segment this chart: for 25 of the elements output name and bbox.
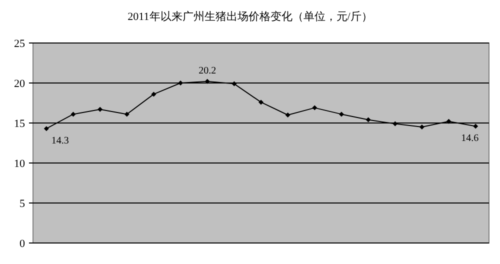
point [338,112,344,117]
point [446,118,452,124]
point [151,92,156,97]
y-tick-label: 15 [14,118,26,130]
y-tick-label: 20 [14,78,26,90]
point [70,112,76,117]
y-tick-label: 25 [14,38,26,50]
point [44,126,49,132]
data-label: 14.3 [51,136,69,147]
point [285,112,290,118]
y-tick-label: 5 [20,198,26,210]
y-tick-label: 0 [20,238,26,250]
point [98,106,103,112]
y-tick-label: 10 [14,158,26,170]
point [473,124,478,129]
point [312,105,318,110]
data-label: 20.2 [198,65,216,76]
point [232,81,237,86]
point [204,78,210,84]
point [258,100,264,105]
data-label: 14.6 [461,133,479,144]
point [366,117,371,122]
chart-title: 2011年以来广州生猪出场价格变化（单位，元/斤） [128,10,372,23]
point [124,112,130,117]
point [419,124,424,130]
